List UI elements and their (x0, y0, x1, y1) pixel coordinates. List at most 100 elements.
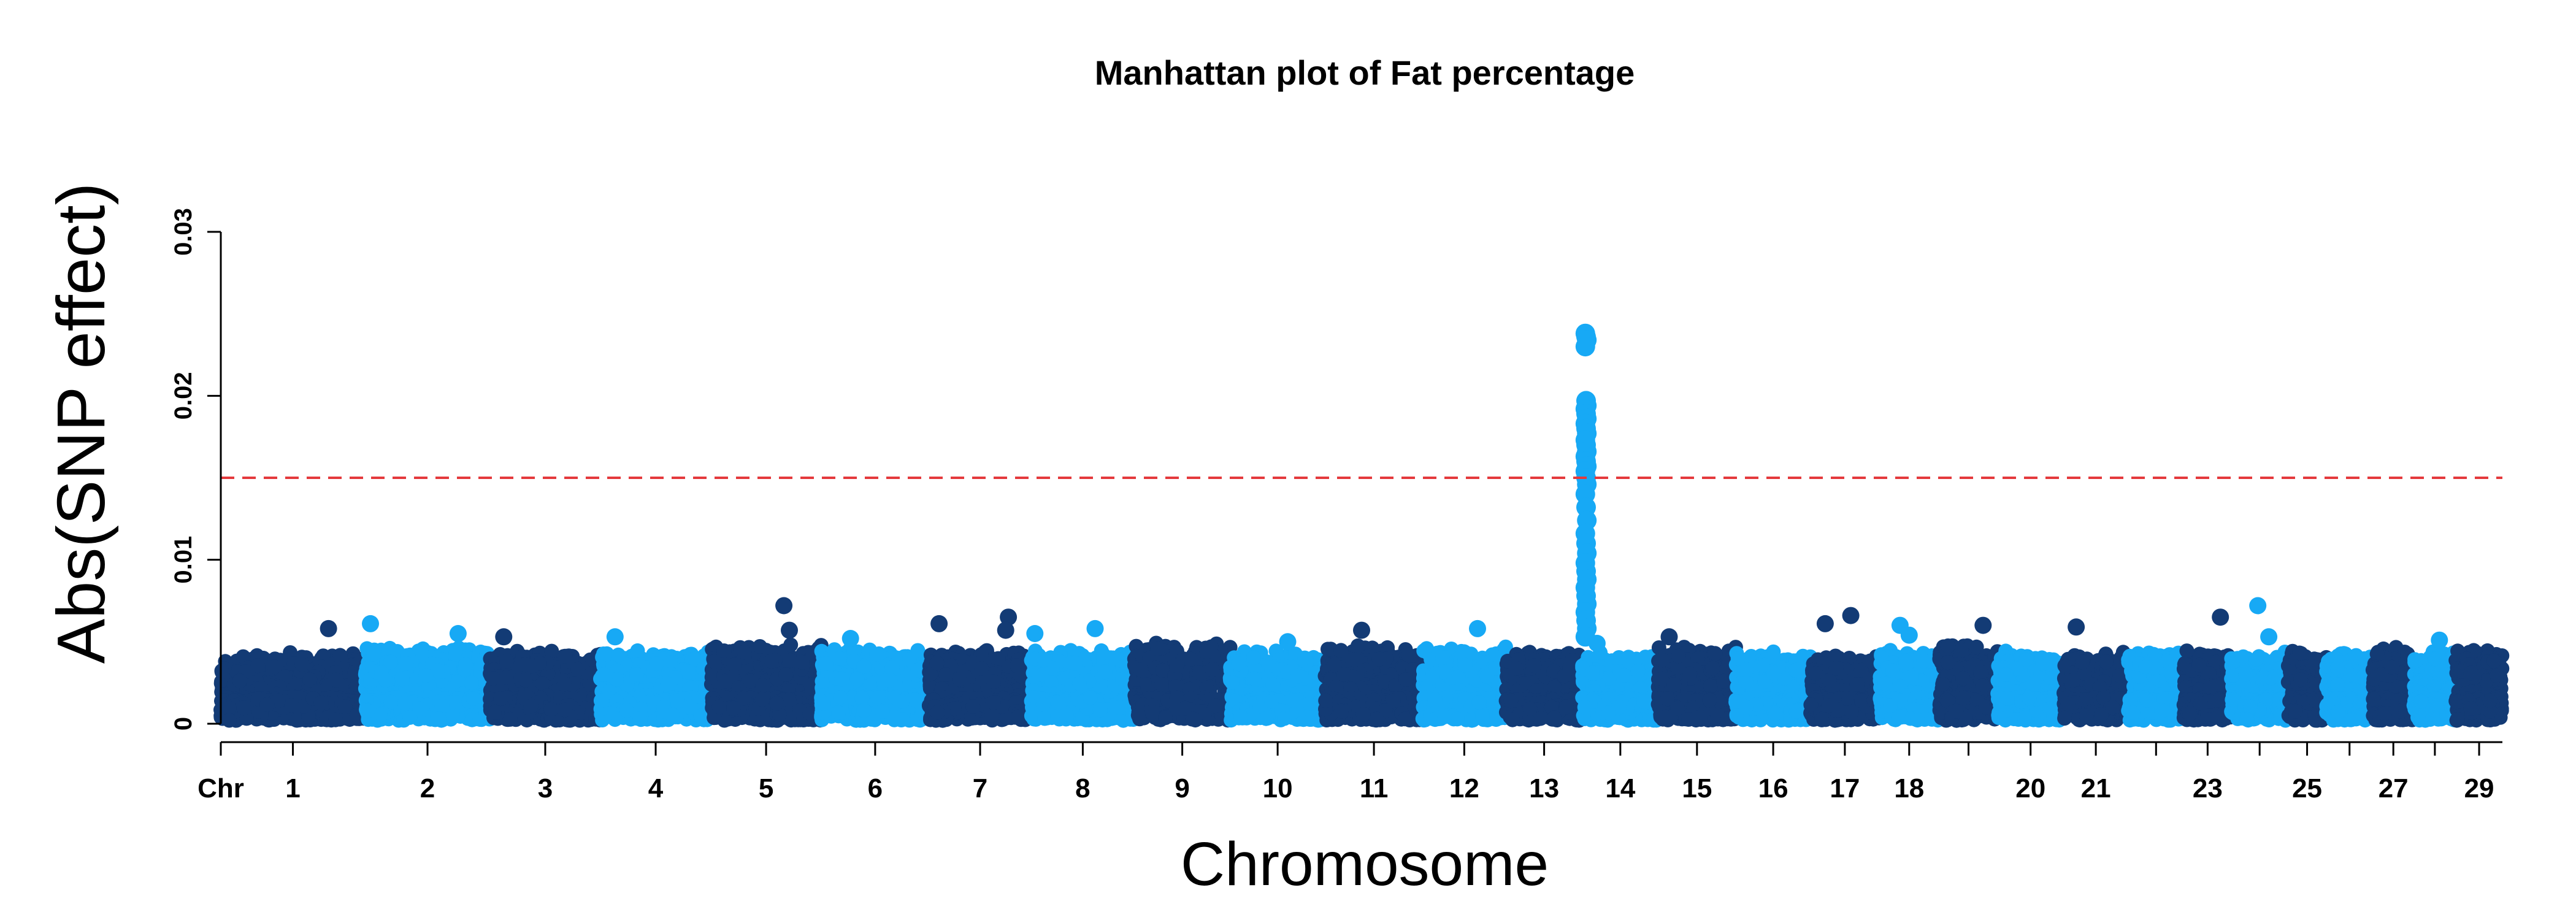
snp-point (670, 693, 685, 708)
snp-point (397, 696, 412, 711)
snp-point (818, 656, 834, 671)
snp-point (895, 694, 910, 709)
chromosome-7-points (921, 608, 1039, 728)
snp-point (717, 673, 732, 689)
notable-snp-point (362, 615, 379, 632)
snp-point (986, 695, 1001, 710)
snp-point (929, 656, 945, 671)
notable-snp-point (841, 630, 859, 647)
snp-point (716, 643, 732, 658)
snp-point (611, 647, 626, 662)
snp-point (884, 660, 900, 675)
snp-point (755, 678, 770, 693)
snp-point (221, 713, 237, 728)
snp-point (374, 665, 389, 680)
snp-point (236, 700, 251, 716)
snp-point (856, 659, 872, 674)
data-points (213, 323, 2510, 728)
snp-point (854, 691, 870, 706)
snp-point (778, 667, 794, 682)
snp-point (736, 691, 751, 706)
snp-point (316, 648, 331, 664)
snp-point (649, 656, 664, 672)
snp-point (259, 697, 275, 712)
chromosome-3-points (483, 628, 608, 728)
snp-point (1071, 676, 1087, 691)
snp-point (570, 662, 586, 677)
snp-point (366, 646, 381, 661)
snp-point (707, 654, 722, 669)
chromosome-4-points (593, 628, 718, 728)
snp-point (294, 657, 310, 672)
snp-point (499, 670, 514, 685)
snp-point (754, 692, 770, 707)
snp-point (752, 639, 767, 654)
snp-point (593, 693, 608, 708)
snp-point (727, 657, 742, 673)
notable-snp-point (320, 619, 337, 637)
snp-point (965, 699, 981, 714)
snp-point (952, 672, 967, 687)
snp-point (986, 674, 1001, 689)
snp-point (267, 659, 282, 675)
notable-snp-point (775, 597, 793, 615)
snp-point (360, 703, 375, 719)
notable-snp-point (606, 628, 624, 646)
snp-point (432, 711, 447, 726)
snp-point (596, 667, 611, 682)
snp-point (402, 710, 418, 725)
snp-point (895, 712, 910, 727)
snp-point (681, 664, 696, 680)
snp-point (632, 711, 648, 727)
snp-point (665, 707, 680, 723)
notable-snp-point (781, 621, 798, 639)
snp-point (1097, 664, 1113, 680)
snp-point (849, 671, 865, 686)
snp-point (930, 705, 945, 720)
snp-point (502, 711, 518, 727)
snp-point (328, 672, 343, 688)
snp-point (1068, 656, 1083, 671)
snp-point (856, 703, 872, 718)
snp-point (518, 672, 533, 688)
snp-point (558, 702, 573, 718)
snp-point (418, 668, 434, 683)
snp-point (302, 672, 318, 688)
snp-point (832, 651, 847, 666)
snp-point (869, 646, 884, 662)
snp-point (660, 677, 675, 692)
snp-point (313, 695, 329, 710)
snp-point (974, 661, 989, 676)
snp-point (543, 702, 559, 717)
chromosome-1-points (213, 619, 372, 728)
snp-point (833, 690, 848, 705)
snp-point (831, 705, 846, 720)
snp-point (991, 651, 1006, 666)
snp-point (783, 637, 799, 653)
chromosome-8-points (1024, 619, 1142, 728)
snp-point (883, 672, 898, 688)
snp-point (558, 648, 573, 664)
snp-point (232, 673, 247, 689)
snp-point (629, 667, 645, 682)
snp-point (328, 712, 343, 727)
snp-point (711, 699, 727, 715)
snp-point (769, 696, 784, 711)
snp-point (518, 657, 532, 672)
snp-point (399, 656, 414, 671)
chromosome-6-points (814, 630, 937, 728)
snp-point (938, 667, 954, 682)
snp-point (523, 699, 539, 714)
snp-point (870, 690, 886, 705)
chart-title: Manhattan plot of Fat percentage (1095, 53, 1635, 92)
snp-point (499, 654, 515, 669)
snp-point (875, 703, 890, 719)
snp-point (434, 699, 450, 714)
notable-snp-point (449, 625, 467, 642)
snp-point (630, 643, 645, 658)
snp-point (250, 658, 266, 673)
snp-point (464, 675, 479, 691)
snp-point (493, 691, 508, 706)
snp-point (332, 648, 348, 663)
